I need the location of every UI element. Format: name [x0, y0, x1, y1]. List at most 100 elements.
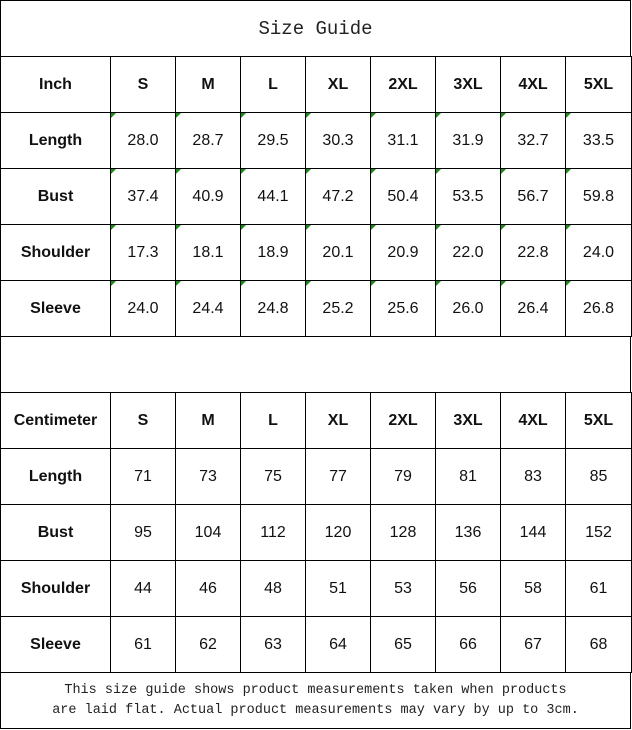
size-header: 4XL	[500, 56, 566, 113]
measurement-note: This size guide shows product measuremen…	[0, 672, 631, 729]
table-spacer-row	[0, 336, 631, 393]
measurement-value: 120	[305, 504, 371, 561]
measurement-value: 24.8	[240, 280, 306, 337]
measurement-value: 25.2	[305, 280, 371, 337]
measurement-value: 29.5	[240, 112, 306, 169]
size-header: S	[110, 392, 176, 449]
measurement-value: 30.3	[305, 112, 371, 169]
measurement-value: 25.6	[370, 280, 436, 337]
measurement-value: 79	[370, 448, 436, 505]
unit-header: Centimeter	[0, 392, 111, 449]
measurement-value: 67	[500, 616, 566, 673]
measurement-value: 20.9	[370, 224, 436, 281]
measurement-label: Bust	[0, 504, 111, 561]
measurement-value: 59.8	[565, 168, 632, 225]
header-row: Inch S M L XL 2XL 3XL 4XL 5XL	[0, 56, 632, 113]
size-header: XL	[305, 392, 371, 449]
measurement-value: 22.8	[500, 224, 566, 281]
unit-header: Inch	[0, 56, 111, 113]
measurement-value: 62	[175, 616, 241, 673]
measurement-value: 20.1	[305, 224, 371, 281]
measurement-label: Shoulder	[0, 224, 111, 281]
measurement-value: 26.0	[435, 280, 501, 337]
measurement-value: 81	[435, 448, 501, 505]
table-row: Length 71 73 75 77 79 81 83 85	[0, 448, 632, 505]
measurement-label: Sleeve	[0, 280, 111, 337]
measurement-value: 136	[435, 504, 501, 561]
measurement-value: 112	[240, 504, 306, 561]
size-header: 2XL	[370, 392, 436, 449]
measurement-value: 56	[435, 560, 501, 617]
measurement-value: 73	[175, 448, 241, 505]
size-header: M	[175, 392, 241, 449]
measurement-value: 128	[370, 504, 436, 561]
size-header: 3XL	[435, 392, 501, 449]
measurement-value: 31.1	[370, 112, 436, 169]
size-header: S	[110, 56, 176, 113]
measurement-value: 75	[240, 448, 306, 505]
size-header: L	[240, 56, 306, 113]
size-header: 3XL	[435, 56, 501, 113]
measurement-value: 26.4	[500, 280, 566, 337]
measurement-label: Sleeve	[0, 616, 111, 673]
measurement-label: Bust	[0, 168, 111, 225]
table-row: Shoulder 17.3 18.1 18.9 20.1 20.9 22.0 22.8 24.0	[0, 224, 632, 281]
measurement-value: 24.4	[175, 280, 241, 337]
measurement-value: 44	[110, 560, 176, 617]
table-row: Length 28.0 28.7 29.5 30.3 31.1 31.9 32.7 33.5	[0, 112, 632, 169]
measurement-value: 26.8	[565, 280, 632, 337]
measurement-value: 53.5	[435, 168, 501, 225]
measurement-value: 47.2	[305, 168, 371, 225]
measurement-value: 17.3	[110, 224, 176, 281]
measurement-value: 28.0	[110, 112, 176, 169]
size-header: XL	[305, 56, 371, 113]
table-row: Sleeve 24.0 24.4 24.8 25.2 25.6 26.0 26.4 26.8	[0, 280, 632, 337]
measurement-value: 83	[500, 448, 566, 505]
measurement-value: 22.0	[435, 224, 501, 281]
table-title: Size Guide	[0, 0, 631, 57]
measurement-value: 40.9	[175, 168, 241, 225]
measurement-value: 144	[500, 504, 566, 561]
measurement-value: 63	[240, 616, 306, 673]
note-line-1: This size guide shows product measuremen…	[64, 682, 567, 698]
size-header: 5XL	[565, 56, 632, 113]
measurement-value: 66	[435, 616, 501, 673]
note-line-2: are laid flat. Actual product measuremen…	[52, 702, 579, 718]
measurement-value: 58	[500, 560, 566, 617]
measurement-label: Length	[0, 448, 111, 505]
measurement-value: 18.1	[175, 224, 241, 281]
size-header: 2XL	[370, 56, 436, 113]
measurement-value: 68	[565, 616, 632, 673]
measurement-value: 53	[370, 560, 436, 617]
measurement-value: 18.9	[240, 224, 306, 281]
measurement-value: 77	[305, 448, 371, 505]
measurement-value: 32.7	[500, 112, 566, 169]
measurement-value: 56.7	[500, 168, 566, 225]
table-row: Shoulder 44 46 48 51 53 56 58 61	[0, 560, 632, 617]
table-row: Bust 95 104 112 120 128 136 144 152	[0, 504, 632, 561]
measurement-value: 71	[110, 448, 176, 505]
measurement-value: 85	[565, 448, 632, 505]
table-row: Bust 37.4 40.9 44.1 47.2 50.4 53.5 56.7 59.8	[0, 168, 632, 225]
measurement-value: 48	[240, 560, 306, 617]
measurement-value: 104	[175, 504, 241, 561]
measurement-value: 61	[110, 616, 176, 673]
measurement-value: 28.7	[175, 112, 241, 169]
measurement-value: 24.0	[565, 224, 632, 281]
measurement-value: 44.1	[240, 168, 306, 225]
size-header: L	[240, 392, 306, 449]
measurement-value: 50.4	[370, 168, 436, 225]
header-row: Centimeter S M L XL 2XL 3XL 4XL 5XL	[0, 392, 632, 449]
measurement-value: 31.9	[435, 112, 501, 169]
measurement-value: 95	[110, 504, 176, 561]
size-header: 5XL	[565, 392, 632, 449]
measurement-label: Length	[0, 112, 111, 169]
measurement-value: 61	[565, 560, 632, 617]
measurement-value: 51	[305, 560, 371, 617]
measurement-value: 24.0	[110, 280, 176, 337]
size-header: 4XL	[500, 392, 566, 449]
measurement-value: 46	[175, 560, 241, 617]
measurement-value: 33.5	[565, 112, 632, 169]
measurement-value: 37.4	[110, 168, 176, 225]
